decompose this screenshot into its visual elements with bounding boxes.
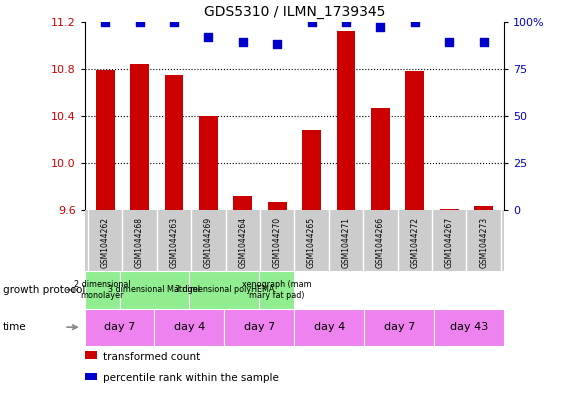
Text: day 7: day 7 [244,322,275,332]
Bar [85,373,97,380]
Bar [268,202,287,393]
Bar [164,75,184,393]
Bar [440,209,459,393]
Bar [189,271,259,309]
Text: transformed count: transformed count [103,352,201,362]
Point [445,39,454,46]
Bar [371,108,390,393]
Text: GSM1044264: GSM1044264 [238,217,247,268]
Text: day 7: day 7 [104,322,135,332]
Text: xenograph (mam
mary fat pad): xenograph (mam mary fat pad) [242,280,312,299]
Text: percentile rank within the sample: percentile rank within the sample [103,373,279,384]
Point [135,18,144,25]
Point [272,41,282,48]
Text: day 4: day 4 [314,322,345,332]
Point [238,39,247,46]
Point [203,33,213,40]
Bar [259,271,294,309]
Text: GSM1044273: GSM1044273 [479,217,488,268]
Bar [294,309,364,346]
Bar [130,64,149,393]
Text: GSM1044263: GSM1044263 [170,217,178,268]
Bar [120,271,189,309]
Bar [474,206,493,393]
Text: GSM1044266: GSM1044266 [376,217,385,268]
Point [307,18,317,25]
Text: 3 dimensional polyHEMA: 3 dimensional polyHEMA [175,285,274,294]
Bar [154,309,224,346]
Bar [85,271,120,309]
Bar [302,130,321,393]
Text: GSM1044271: GSM1044271 [342,217,350,268]
Bar [85,309,154,346]
Text: GSM1044270: GSM1044270 [273,217,282,268]
Text: GSM1044262: GSM1044262 [101,217,110,268]
Text: day 7: day 7 [384,322,415,332]
Bar [96,70,115,393]
Bar [233,196,252,393]
Point [376,24,385,30]
Point [100,18,110,25]
Bar [405,71,424,393]
Bar [434,309,504,346]
Text: GSM1044265: GSM1044265 [307,217,316,268]
Point [342,18,351,25]
Text: 3 dimensional Matrigel: 3 dimensional Matrigel [108,285,201,294]
Text: GSM1044268: GSM1044268 [135,217,144,268]
Bar [336,31,356,393]
Text: GSM1044272: GSM1044272 [410,217,419,268]
Text: 2 dimensional
monolayer: 2 dimensional monolayer [73,280,131,299]
Point [479,39,489,46]
Bar [199,116,218,393]
Bar [364,309,434,346]
Text: day 43: day 43 [450,322,489,332]
Text: day 4: day 4 [174,322,205,332]
Point [169,18,178,25]
Text: GSM1044267: GSM1044267 [445,217,454,268]
Title: GDS5310 / ILMN_1739345: GDS5310 / ILMN_1739345 [203,5,385,19]
Bar [224,309,294,346]
Point [410,18,420,25]
Text: time: time [3,322,27,332]
Bar [85,351,97,359]
Text: GSM1044269: GSM1044269 [204,217,213,268]
Text: growth protocol: growth protocol [3,285,85,295]
